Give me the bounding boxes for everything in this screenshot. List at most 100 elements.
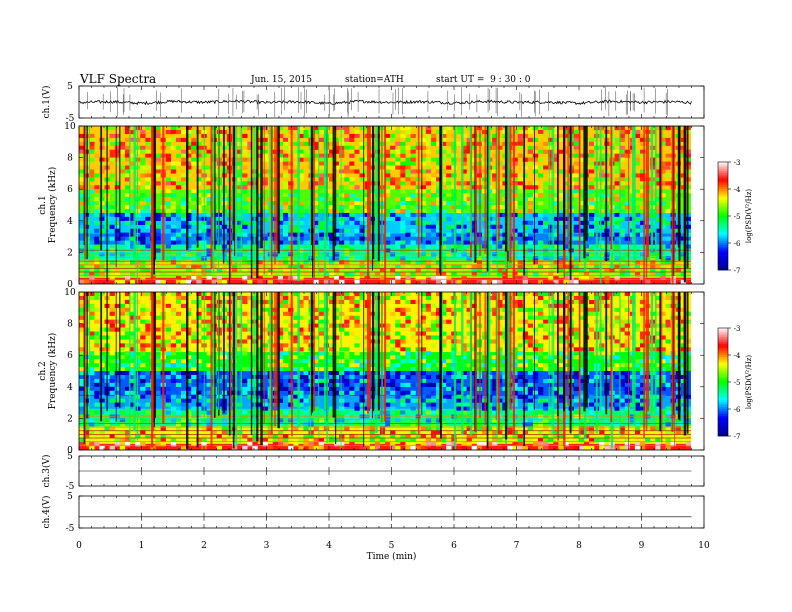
ch1-spectrogram-cell bbox=[165, 153, 171, 158]
ch2-spectrogram-cell bbox=[354, 299, 360, 305]
ch1-spectrogram-sferic bbox=[595, 126, 598, 256]
ch1-spectrogram-cell bbox=[196, 169, 202, 174]
ch1-spectrogram-sferic bbox=[256, 126, 259, 279]
ch1-spectrogram-cell bbox=[385, 153, 391, 158]
ch1-spectrogram-cell bbox=[277, 208, 284, 214]
ch1-spectrogram-cell bbox=[145, 197, 151, 202]
ch1-spectrogram-cell bbox=[170, 208, 177, 214]
ch1-spectrogram-cell bbox=[119, 173, 126, 178]
ch1-spectrogram-cell bbox=[114, 232, 120, 237]
ch1-spectrogram-cell bbox=[543, 185, 549, 190]
ch1-spectrogram-cell bbox=[359, 260, 365, 265]
ch1-spectrogram-cell bbox=[655, 153, 661, 158]
ch2-spectrogram-cell bbox=[517, 315, 523, 320]
ch1-spectrogram-cell bbox=[405, 232, 411, 237]
ch1-spectrogram-cell bbox=[543, 228, 549, 233]
ch1-spectrogram-cell bbox=[430, 252, 437, 257]
ch1-spectrogram-cell bbox=[543, 126, 549, 131]
ch1-spectrogram-cell bbox=[344, 141, 350, 146]
ch2-spectrogram-cell bbox=[685, 311, 692, 316]
ch2-spectrogram-cell bbox=[206, 327, 212, 332]
ch2-spectrogram-cell bbox=[441, 378, 447, 384]
ch1-spectrogram-cell bbox=[257, 236, 263, 241]
ch1-spectrogram-cell bbox=[578, 153, 585, 158]
ch2-spectrogram-cell bbox=[680, 335, 687, 340]
ch2-spectrogram-cell bbox=[293, 335, 299, 340]
ch1-spectrogram-cell bbox=[155, 228, 161, 233]
ch1-spectrogram-cell bbox=[201, 272, 207, 277]
ch2-spectrogram-cell bbox=[410, 299, 416, 305]
ch2-spectrogram-cell bbox=[349, 315, 355, 320]
ch1-spectrogram-cell bbox=[130, 260, 136, 265]
ch1-spectrogram-cell bbox=[379, 276, 386, 281]
ch1-spectrogram-cell bbox=[425, 161, 432, 166]
ch1-spectrogram-colorbar-seg bbox=[718, 172, 728, 175]
ch2-spectrogram-cell bbox=[420, 319, 426, 324]
ch1-spectrogram-cell bbox=[614, 161, 620, 166]
ch2-spectrogram-cell bbox=[119, 303, 126, 308]
ch1-spectrogram-cell bbox=[532, 145, 539, 150]
ch2-spectrogram-cell bbox=[497, 307, 503, 312]
ch1-spectrogram-cell bbox=[456, 228, 462, 233]
ch2-spectrogram-cell bbox=[313, 386, 319, 391]
ch1-spectrogram-cell bbox=[374, 272, 381, 277]
ch1-spectrogram-cell bbox=[532, 256, 539, 261]
ch2-spectrogram-cell bbox=[634, 315, 641, 320]
ch2-spectrogram-cell bbox=[349, 299, 355, 305]
ch1-spectrogram-cell bbox=[522, 224, 528, 229]
ch2-spectrogram-cell bbox=[573, 347, 579, 352]
ch1-spectrogram-cell bbox=[548, 157, 554, 162]
ch1-spectrogram-cell bbox=[680, 129, 687, 135]
ch1-spectrogram-sferic bbox=[647, 126, 650, 257]
ch1-spectrogram-cell bbox=[573, 280, 579, 285]
ch2-spectrogram-cell bbox=[430, 367, 437, 372]
ch1-spectrogram-cell bbox=[323, 272, 330, 277]
ch1-spectrogram-cell bbox=[685, 165, 692, 170]
ch2-spectrogram-cell bbox=[109, 295, 115, 301]
ch2-spectrogram-cell bbox=[680, 307, 687, 312]
ch1-spectrogram-cell bbox=[548, 137, 554, 142]
ch1-spectrogram-cell bbox=[405, 240, 411, 245]
ch2-spectrogram-cell bbox=[441, 319, 447, 324]
ch1-spectrogram-cell bbox=[206, 244, 212, 249]
ch2-spectrogram-cell bbox=[471, 311, 477, 316]
ch1-spectrogram-cell bbox=[303, 129, 309, 135]
ch1-spectrogram-cell bbox=[538, 264, 544, 269]
ch1-spectrogram-cell bbox=[543, 252, 549, 257]
ch1-spectrogram-cell bbox=[109, 205, 115, 210]
ch1-spectrogram-cell bbox=[119, 236, 126, 241]
ch1-spectrogram-cell bbox=[344, 185, 350, 190]
ch1-spectrogram-cell bbox=[160, 260, 166, 265]
ch2-spectrogram-cell bbox=[492, 382, 498, 387]
ch2-spectrogram-cell bbox=[359, 295, 365, 301]
ch1-spectrogram-cell bbox=[114, 157, 120, 162]
ch1-spectrogram-cell bbox=[94, 256, 100, 261]
ch1-spectrogram-cell bbox=[517, 137, 523, 142]
ch1-spectrogram-cell bbox=[155, 216, 161, 221]
ch2-spectrogram-cell bbox=[165, 303, 171, 308]
ch1-spectrogram-sferic bbox=[277, 126, 280, 254]
ch1-spectrogram-cell bbox=[441, 244, 447, 249]
ch2-spectrogram-cell bbox=[303, 386, 309, 391]
ch1-spectrogram-cell bbox=[680, 137, 687, 142]
ch2-spectrogram-cell bbox=[79, 386, 85, 391]
ch1-spectrogram-cell bbox=[277, 276, 284, 281]
ch2-spectrogram-cell bbox=[89, 331, 95, 336]
ch1-spectrogram-cell bbox=[461, 276, 467, 281]
ch1-spectrogram-cell bbox=[79, 240, 85, 245]
ch1-spectrogram-cell bbox=[685, 272, 692, 277]
ch2-spectrogram-cell bbox=[395, 382, 401, 387]
ch1-spectrogram-cell bbox=[354, 201, 360, 206]
ch1-spectrogram-cell bbox=[578, 212, 585, 218]
ch2-spectrogram-cell bbox=[109, 398, 115, 403]
ch1-spectrogram-sferic bbox=[186, 126, 189, 250]
ch1-spectrogram-cell bbox=[614, 157, 620, 162]
ch2-spectrogram-cell bbox=[262, 299, 268, 305]
ch2-spectrogram-cell bbox=[145, 307, 151, 312]
ch1-spectrogram-cell bbox=[589, 177, 595, 182]
ch1-spectrogram-colorbar-seg bbox=[718, 207, 728, 210]
ch2-spectrogram-cell bbox=[257, 295, 263, 301]
ch2-spectrogram-cell bbox=[89, 335, 95, 340]
ch1-spectrogram-cell bbox=[512, 201, 518, 206]
ch1-spectrogram-sferic bbox=[290, 126, 292, 281]
